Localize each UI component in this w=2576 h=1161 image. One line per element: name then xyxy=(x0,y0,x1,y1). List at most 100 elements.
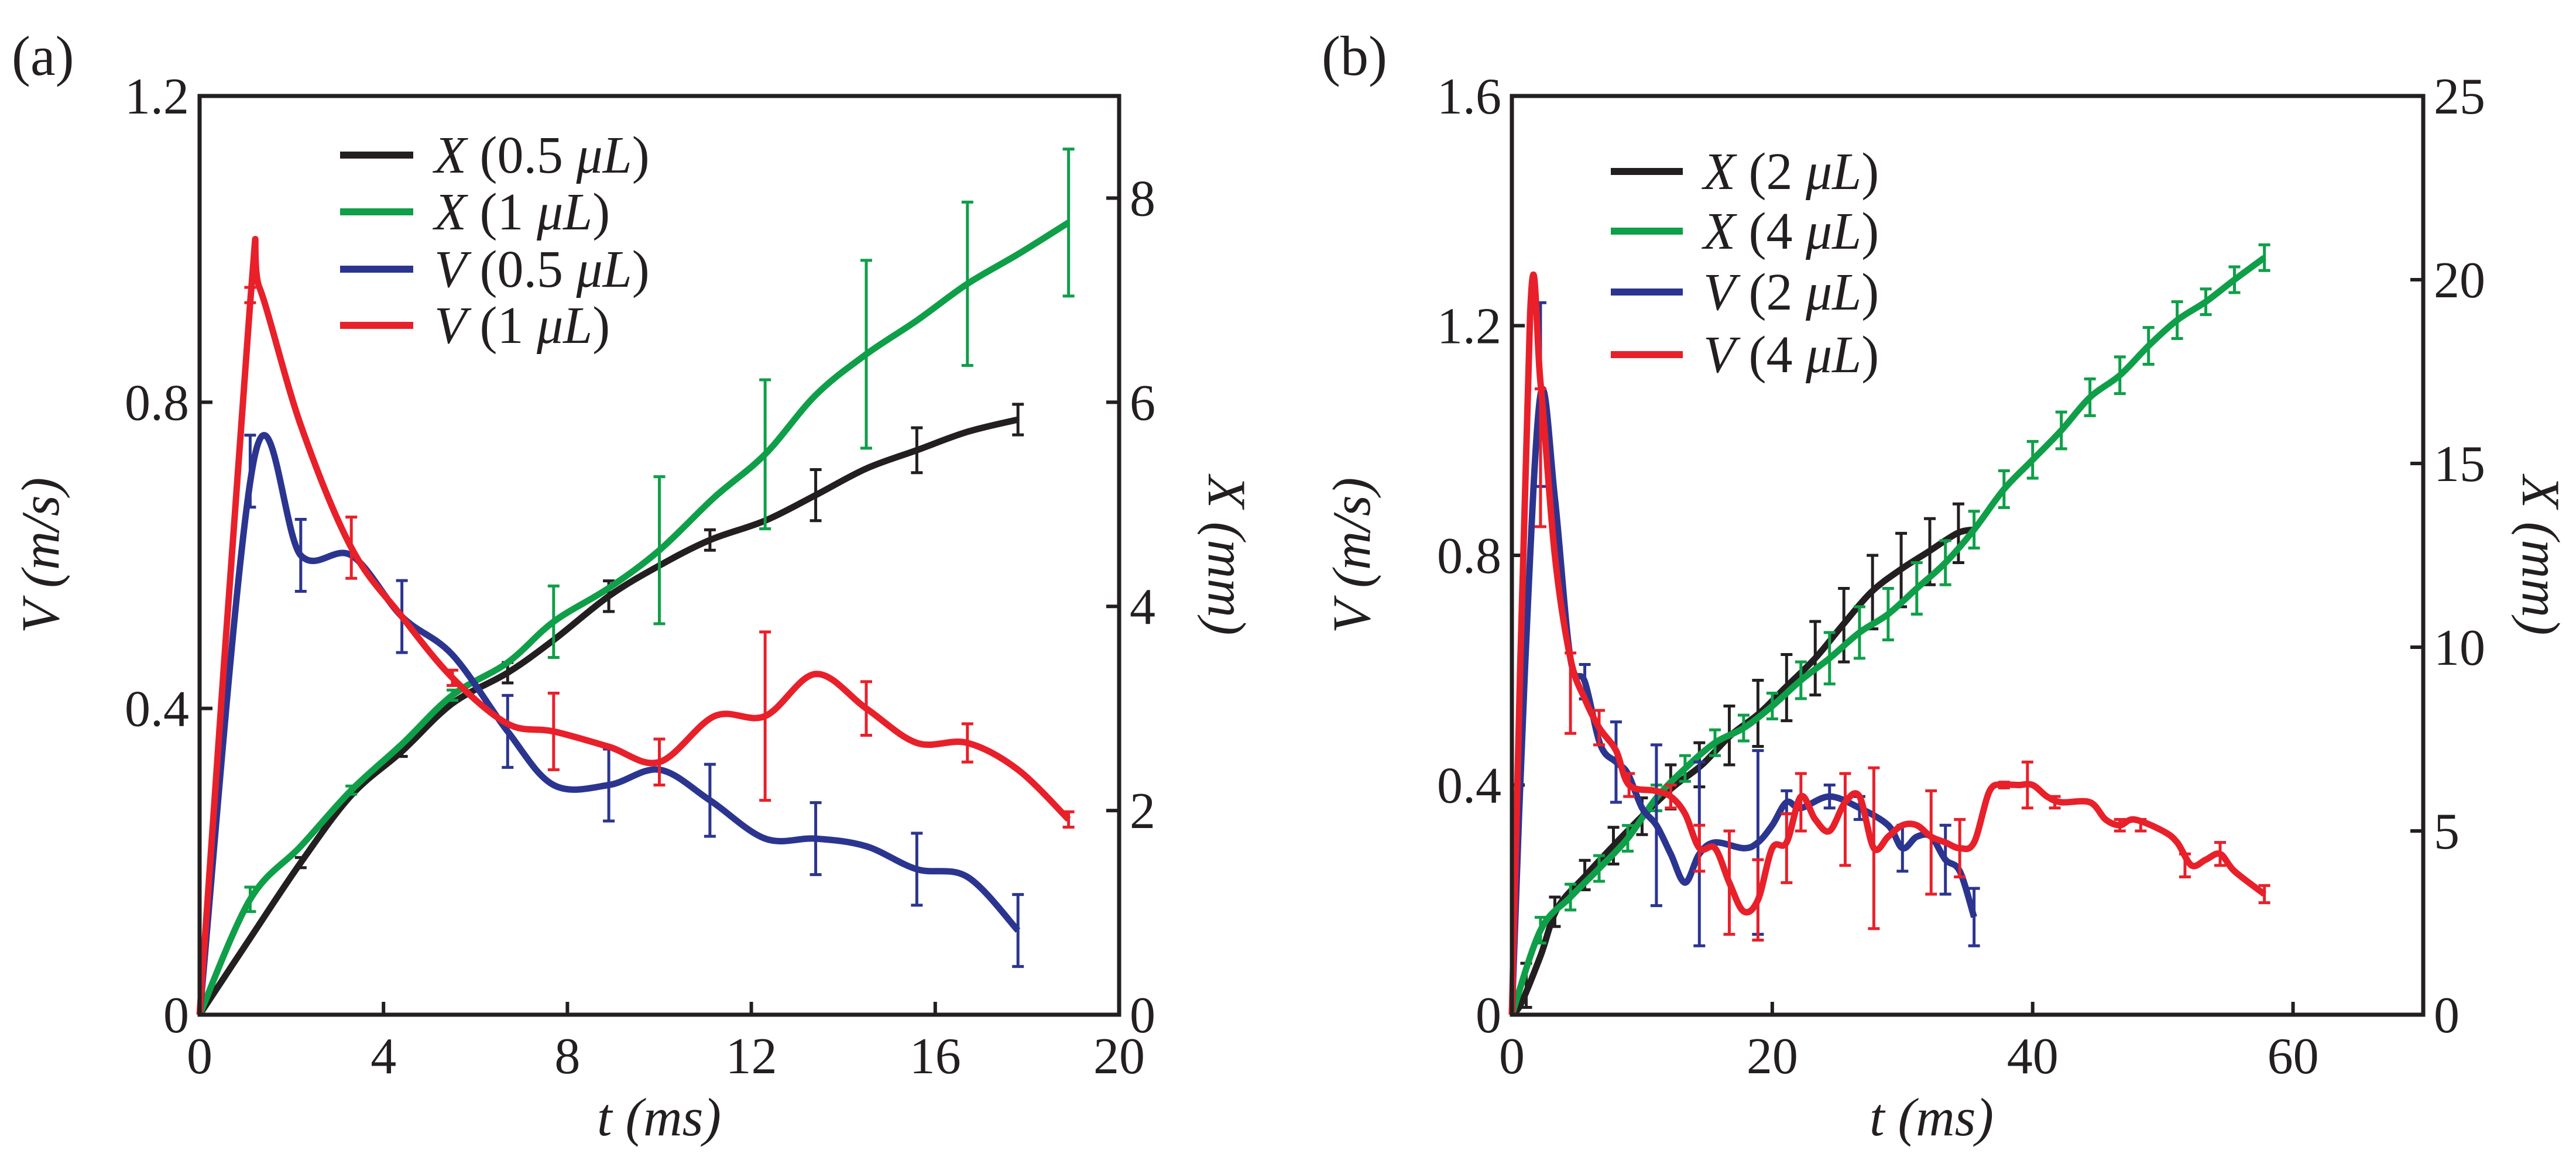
series-line xyxy=(1508,386,1977,1015)
legend-close: ) xyxy=(632,241,650,298)
x-tick-label: 12 xyxy=(726,1028,777,1085)
panel-label: (b) xyxy=(1322,25,1387,87)
series-x-1-l- xyxy=(196,147,1075,1016)
legend-close: ) xyxy=(592,297,610,355)
y-tick-label: 0.8 xyxy=(1437,528,1501,585)
legend-var: X xyxy=(1702,143,1737,201)
x-tick-label: 16 xyxy=(910,1028,961,1085)
legend-vol: (0.5 xyxy=(467,241,576,298)
y-tick-label: 0.8 xyxy=(125,375,189,431)
legend-vol: (0.5 xyxy=(467,126,576,184)
legend-var: V xyxy=(1703,326,1741,384)
error-bar xyxy=(2258,884,2270,905)
y2-tick-label: 15 xyxy=(2434,436,2485,493)
series-line xyxy=(196,236,1071,1015)
series-x-0-5-l- xyxy=(197,403,1024,1017)
x-tick-label: 0 xyxy=(1499,1028,1525,1085)
legend-var: X xyxy=(433,126,468,184)
legend-vol: (2 xyxy=(1735,143,1806,201)
y2-axis-label: X (mm) xyxy=(2511,473,2571,635)
legend-var: V xyxy=(434,241,472,298)
y2-tick-label: 5 xyxy=(2434,803,2460,860)
y2-tick-label: 10 xyxy=(2434,620,2485,676)
legend-label: V (0.5 μL) xyxy=(434,241,650,298)
panel-label: (a) xyxy=(12,25,74,87)
y2-tick-label: 6 xyxy=(1130,375,1155,431)
y2-tick-label: 0 xyxy=(2434,987,2460,1044)
legend-unit: μL xyxy=(575,126,632,184)
legend-unit: μL xyxy=(575,241,632,298)
y-tick-label: 1.2 xyxy=(1437,298,1501,355)
legend-label: V (1 μL) xyxy=(434,297,610,355)
y-tick-label: 1.2 xyxy=(125,68,189,125)
x-tick-label: 60 xyxy=(2268,1028,2319,1085)
legend-vol: (2 xyxy=(1735,263,1806,321)
series-v-4-l- xyxy=(1508,271,2270,1015)
legend-unit: μL xyxy=(1805,326,1861,384)
legend-close: ) xyxy=(1861,143,1879,201)
y-tick-label: 0.4 xyxy=(1437,758,1501,815)
legend-vol: (1 xyxy=(467,183,537,241)
legend-var: X xyxy=(1702,202,1737,260)
x-tick-label: 20 xyxy=(1747,1028,1798,1085)
legend-close: ) xyxy=(592,183,610,241)
legend-close: ) xyxy=(632,126,650,184)
y2-tick-label: 25 xyxy=(2434,68,2485,125)
x-tick-label: 20 xyxy=(1093,1028,1145,1085)
legend-close: ) xyxy=(1861,263,1879,321)
legend-unit: μL xyxy=(1805,143,1861,201)
x-tick-label: 0 xyxy=(187,1028,212,1085)
x-axis-label: t (ms) xyxy=(1870,1087,1994,1147)
error-bar xyxy=(1968,887,1980,947)
x-axis-label: t (ms) xyxy=(597,1087,721,1147)
legend-unit: μL xyxy=(1805,263,1861,321)
x-tick-label: 8 xyxy=(554,1028,580,1085)
series-v-1-l- xyxy=(196,236,1075,1015)
error-bar xyxy=(1839,772,1851,867)
y2-tick-label: 2 xyxy=(1130,783,1155,840)
series-v-2-l- xyxy=(1508,301,1980,1015)
legend-vol: (4 xyxy=(1735,326,1806,384)
legend-var: X xyxy=(433,183,468,241)
legend-label: V (4 μL) xyxy=(1703,326,1879,384)
series-line xyxy=(196,432,1021,1015)
x-tick-label: 4 xyxy=(371,1028,396,1085)
legend-label: X (1 μL) xyxy=(433,183,610,241)
legend-label: X (2 μL) xyxy=(1702,143,1879,201)
y2-tick-label: 0 xyxy=(1130,987,1155,1044)
y2-tick-label: 4 xyxy=(1130,579,1155,636)
legend-label: V (2 μL) xyxy=(1703,263,1879,321)
legend-close: ) xyxy=(1861,326,1879,384)
y-axis-label: V (m/s) xyxy=(1322,478,1381,634)
series-v-0-5-l- xyxy=(196,432,1024,1015)
y2-tick-label: 8 xyxy=(1130,170,1155,227)
y-tick-label: 0 xyxy=(1476,987,1501,1044)
x-tick-label: 40 xyxy=(2007,1028,2059,1085)
error-bar xyxy=(1925,789,1937,896)
legend-vol: (4 xyxy=(1735,202,1806,260)
plot-frame xyxy=(1510,94,2426,1017)
y-tick-label: 1.6 xyxy=(1437,68,1501,125)
error-bar xyxy=(2258,243,2270,272)
legend-label: X (4 μL) xyxy=(1702,202,1879,260)
y-axis-label: V (m/s) xyxy=(11,478,70,634)
series-line xyxy=(197,416,1019,1017)
y-tick-label: 0.4 xyxy=(125,681,189,738)
panel-b: (b) t (ms) V (m/s) X (mm) 0 20 40 60 0 0.4 0.8… xyxy=(1322,25,2571,1147)
y-tick-label: 0 xyxy=(163,987,189,1044)
legend-unit: μL xyxy=(536,297,592,355)
legend-label: X (0.5 μL) xyxy=(433,126,650,184)
series-x-4-l- xyxy=(1508,243,2270,1016)
series-x-2-l- xyxy=(1509,502,1975,1017)
panel-a: (a) t (ms) V (m/s) X (mm) 0 4 8 12 16 2000.40… xyxy=(11,25,1257,1147)
plot-frame xyxy=(197,94,1121,1017)
series-line xyxy=(1508,255,2266,1016)
series-line xyxy=(1508,271,2266,1015)
y2-axis-label: X (mm) xyxy=(1197,473,1257,635)
legend-close: ) xyxy=(1861,202,1879,260)
error-bar xyxy=(1781,812,1793,884)
legend-unit: μL xyxy=(536,183,592,241)
legend-vol: (1 xyxy=(467,297,537,355)
legend-var: V xyxy=(1703,263,1741,321)
